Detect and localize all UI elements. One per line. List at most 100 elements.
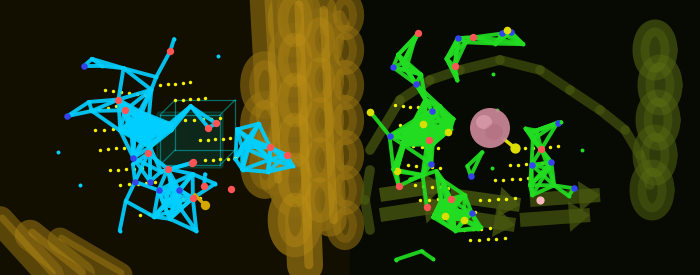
Point — [115, 129, 126, 133]
Point — [146, 87, 157, 92]
Point — [434, 104, 445, 108]
Point — [487, 72, 498, 76]
Point — [501, 28, 512, 33]
Point — [410, 117, 421, 122]
Point — [442, 206, 453, 211]
Point — [165, 182, 176, 186]
Point — [413, 31, 424, 35]
Point — [144, 145, 155, 149]
Point — [577, 148, 588, 152]
Point — [534, 198, 545, 202]
Point — [427, 142, 438, 147]
Point — [188, 160, 199, 165]
Point — [265, 157, 276, 162]
Point — [129, 131, 140, 136]
Point — [452, 36, 463, 40]
Point — [531, 128, 542, 133]
Point — [175, 207, 186, 211]
Point — [466, 211, 477, 216]
Point — [552, 120, 563, 125]
Point — [114, 228, 125, 233]
Point — [365, 109, 376, 114]
Point — [212, 54, 223, 59]
Point — [388, 167, 399, 172]
Point — [420, 131, 431, 136]
Polygon shape — [449, 208, 516, 232]
Ellipse shape — [476, 115, 492, 129]
Point — [452, 78, 463, 82]
Polygon shape — [422, 173, 445, 204]
Point — [435, 199, 447, 204]
Point — [398, 131, 409, 136]
Point — [143, 151, 154, 156]
Point — [527, 137, 538, 142]
Point — [410, 82, 421, 86]
Point — [391, 169, 402, 174]
Polygon shape — [578, 181, 600, 212]
Point — [120, 199, 132, 203]
Polygon shape — [449, 188, 521, 212]
Point — [543, 166, 554, 170]
Point — [490, 42, 501, 46]
Point — [477, 150, 488, 154]
Point — [520, 126, 531, 131]
Point — [424, 138, 435, 142]
Point — [169, 37, 180, 41]
Point — [287, 164, 298, 168]
Point — [510, 146, 521, 150]
Point — [83, 100, 94, 104]
Point — [253, 122, 265, 126]
Point — [164, 217, 176, 221]
Point — [398, 143, 409, 147]
Ellipse shape — [470, 108, 510, 148]
Point — [417, 134, 428, 138]
Point — [417, 173, 428, 177]
Polygon shape — [529, 188, 601, 207]
Point — [243, 138, 254, 142]
Point — [148, 214, 160, 219]
Point — [445, 208, 456, 212]
Point — [137, 137, 148, 141]
Point — [438, 178, 449, 183]
Point — [130, 180, 141, 184]
Point — [413, 121, 424, 125]
Point — [171, 193, 182, 198]
Point — [393, 53, 404, 57]
Point — [62, 114, 73, 118]
Point — [199, 203, 211, 207]
Point — [555, 120, 566, 124]
Point — [232, 127, 243, 131]
Point — [448, 117, 459, 121]
Point — [161, 124, 172, 129]
Point — [166, 128, 177, 132]
Point — [420, 97, 431, 102]
Point — [118, 66, 129, 70]
Point — [262, 170, 274, 174]
Polygon shape — [497, 187, 520, 217]
Point — [155, 169, 167, 174]
Polygon shape — [568, 201, 590, 232]
Point — [120, 108, 131, 112]
Point — [187, 172, 198, 176]
Point — [549, 183, 560, 188]
Point — [153, 188, 164, 192]
Point — [546, 160, 557, 164]
Polygon shape — [492, 207, 515, 237]
Point — [460, 40, 471, 45]
Point — [440, 214, 451, 219]
Point — [526, 163, 537, 167]
Point — [211, 121, 222, 126]
Point — [415, 72, 426, 77]
Point — [237, 145, 248, 149]
Ellipse shape — [485, 124, 503, 140]
Bar — [0, 0, 350, 275]
Point — [126, 130, 137, 134]
Point — [162, 167, 174, 171]
Point — [158, 203, 169, 207]
Point — [536, 147, 547, 151]
Point — [410, 35, 421, 40]
Point — [524, 130, 536, 135]
Point — [405, 177, 416, 182]
Point — [475, 225, 486, 229]
Point — [421, 205, 433, 209]
